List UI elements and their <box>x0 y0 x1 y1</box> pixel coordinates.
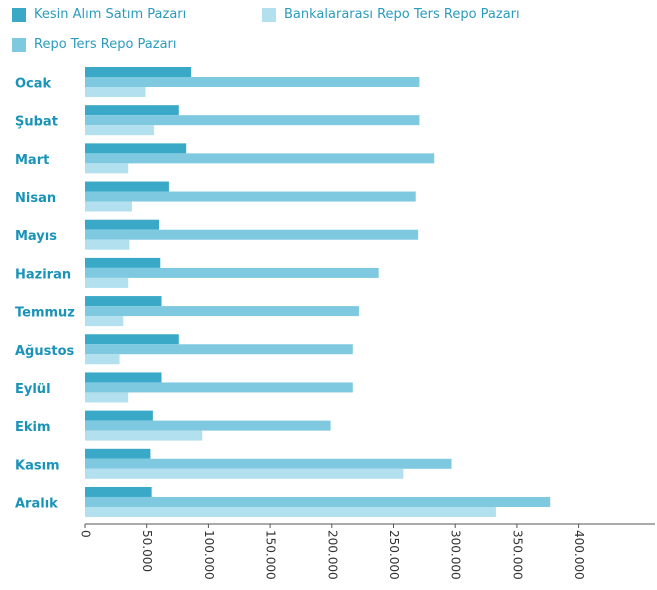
x-tick-label-0: 0 <box>79 530 93 538</box>
legend-swatch-kesin <box>12 7 26 22</box>
x-tick-label-6: 300.000 <box>449 530 463 580</box>
month-label-3: Nisan <box>15 191 56 206</box>
bar-kesin-10 <box>85 448 151 459</box>
bar-repo-11 <box>85 496 551 507</box>
bar-repo-1 <box>85 115 420 126</box>
bar-bankalararasi-9 <box>85 430 203 441</box>
x-tick-label-1: 50.000 <box>140 530 154 572</box>
bar-bankalararasi-6 <box>85 316 124 327</box>
bar-bankalararasi-7 <box>85 354 120 365</box>
legend-item-bankalararasi: Bankalararası Repo Ters Repo Pazarı <box>262 7 520 22</box>
month-label-7: Ağustos <box>15 344 75 359</box>
x-tick-label-7: 350.000 <box>510 530 524 580</box>
bar-kesin-8 <box>85 372 162 383</box>
legend-swatch-bankalararasi <box>262 7 276 22</box>
x-tick-label-4: 200.000 <box>325 530 339 580</box>
bar-kesin-3 <box>85 181 169 192</box>
legend-label-repo: Repo Ters Repo Pazarı <box>34 37 177 52</box>
bar-repo-6 <box>85 306 359 317</box>
bar-bankalararasi-1 <box>85 125 155 136</box>
bar-repo-9 <box>85 420 331 431</box>
bar-kesin-7 <box>85 334 179 345</box>
month-label-0: Ocak <box>15 77 52 92</box>
bar-repo-2 <box>85 153 435 164</box>
bar-bankalararasi-11 <box>85 506 496 517</box>
bar-repo-8 <box>85 382 353 393</box>
bar-repo-5 <box>85 267 379 278</box>
month-label-1: Şubat <box>15 115 58 130</box>
bar-bankalararasi-3 <box>85 201 132 212</box>
legend-label-kesin: Kesin Alım Satım Pazarı <box>34 7 187 22</box>
legend-item-repo: Repo Ters Repo Pazarı <box>12 37 177 52</box>
bar-bankalararasi-10 <box>85 468 404 479</box>
bar-bankalararasi-8 <box>85 392 129 403</box>
bar-repo-10 <box>85 458 452 469</box>
bar-bankalararasi-0 <box>85 87 146 97</box>
bar-kesin-0 <box>85 67 192 77</box>
month-label-2: Mart <box>15 153 49 168</box>
bar-repo-7 <box>85 344 353 355</box>
legend-item-kesin: Kesin Alım Satım Pazarı <box>12 7 186 22</box>
bar-kesin-5 <box>85 257 161 268</box>
bar-bankalararasi-4 <box>85 239 130 250</box>
bar-repo-3 <box>85 191 416 202</box>
month-label-9: Ekim <box>15 420 51 435</box>
bar-kesin-11 <box>85 486 152 497</box>
month-label-4: Mayıs <box>15 229 57 244</box>
bar-kesin-6 <box>85 296 162 307</box>
legend-swatch-repo <box>12 37 26 52</box>
x-tick-label-8: 400.000 <box>572 530 586 580</box>
bar-repo-4 <box>85 229 419 240</box>
bar-kesin-1 <box>85 105 179 116</box>
bar-bankalararasi-2 <box>85 163 129 174</box>
legend-label-bankalararasi: Bankalararası Repo Ters Repo Pazarı <box>284 7 520 22</box>
bar-bankalararasi-5 <box>85 277 129 288</box>
bar-repo-0 <box>85 77 420 87</box>
month-label-11: Aralık <box>15 496 58 511</box>
x-tick-label-5: 250.000 <box>387 530 401 580</box>
bar-kesin-2 <box>85 143 187 154</box>
x-tick-label-3: 150.000 <box>264 530 278 580</box>
x-tick-label-2: 100.000 <box>202 530 216 580</box>
bar-kesin-9 <box>85 410 153 421</box>
month-label-10: Kasım <box>15 458 60 473</box>
bar-kesin-4 <box>85 219 160 230</box>
month-label-8: Eylül <box>15 382 51 397</box>
month-label-6: Temmuz <box>15 306 75 321</box>
month-label-5: Haziran <box>15 267 71 282</box>
